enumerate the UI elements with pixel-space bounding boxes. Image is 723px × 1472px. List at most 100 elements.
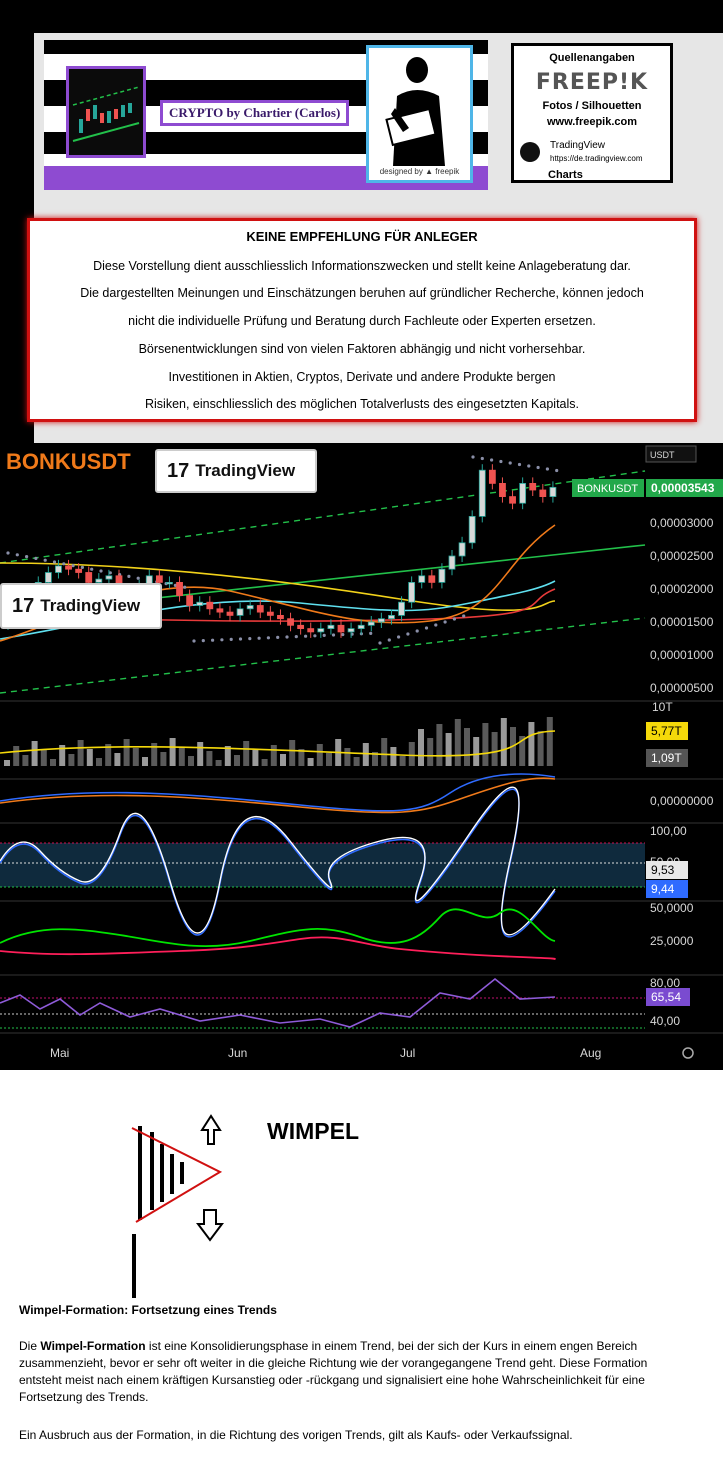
- disclaimer-line: Diese Vorstellung dient ausschliesslich …: [93, 259, 631, 273]
- volume-bar: [344, 748, 351, 766]
- volume-bar: [270, 745, 277, 766]
- businessman-silhouette: designed by ▲ freepik: [366, 45, 473, 183]
- sar-dot: [462, 614, 466, 618]
- sar-dot: [369, 631, 373, 635]
- disclaimer-line: Die dargestellten Meinungen und Einschät…: [80, 286, 644, 300]
- volume-bar: [50, 759, 56, 766]
- candle: [277, 614, 284, 620]
- sar-dot: [211, 638, 215, 642]
- volume-bar: [151, 743, 158, 766]
- volume-bar: [31, 741, 38, 766]
- candle: [549, 486, 557, 498]
- credits-tradingview-url[interactable]: https://de.tradingview.com: [550, 154, 643, 163]
- volume-bar: [399, 756, 406, 766]
- sar-dot: [285, 635, 289, 639]
- credits-fotos: Fotos / Silhouetten: [542, 100, 642, 112]
- stoch-k-line: [0, 786, 556, 936]
- volume-bar: [160, 752, 167, 766]
- macd-line: [0, 773, 556, 812]
- volume-bar: [289, 740, 296, 766]
- candle: [388, 614, 395, 620]
- chart-canvas[interactable]: 0,00003000 0,00002500 0,00002000 0,00001500…: [0, 443, 723, 1070]
- article-paragraph: Ein Ausbruch aus der Formation, in die R…: [19, 1428, 573, 1442]
- sar-dot: [397, 635, 401, 639]
- price-axis-tick: 0,00001000: [650, 648, 714, 662]
- sar-dot: [108, 571, 112, 575]
- rsi-line: [0, 977, 556, 1028]
- candle: [95, 578, 103, 583]
- sar-dot: [276, 635, 280, 639]
- volume-bar: [178, 747, 185, 766]
- mini-chart-graphic: [72, 86, 140, 142]
- sar-dot: [331, 633, 336, 637]
- candle: [105, 575, 113, 580]
- freepik-logo: FREEP!K: [535, 70, 649, 95]
- credits-charts: Charts: [548, 169, 583, 181]
- volume-bar: [77, 740, 84, 766]
- candle: [75, 568, 83, 573]
- macd-signal-line: [0, 777, 556, 814]
- sar-dot: [71, 564, 75, 568]
- candle: [347, 628, 355, 633]
- volume-bar: [408, 742, 415, 766]
- volume-bar: [546, 717, 553, 766]
- candle: [196, 601, 204, 606]
- volume-bar: [234, 755, 240, 766]
- sar-dot: [15, 553, 19, 557]
- candle: [186, 595, 194, 606]
- ma-yellow-line: [0, 562, 556, 612]
- volume-bar: [105, 744, 112, 766]
- volume-bar: [280, 754, 286, 766]
- candle: [65, 565, 72, 570]
- volume-bar: [427, 738, 434, 766]
- tradingview-logo-icon: 17: [12, 594, 35, 617]
- sar-dot: [80, 565, 84, 569]
- banner-title: CRYPTO by Chartier (Carlos): [160, 100, 350, 126]
- candle: [206, 601, 214, 610]
- businessman-icon: [385, 57, 445, 166]
- volume-badge: [646, 749, 688, 767]
- pennant-diagram: [131, 1114, 224, 1298]
- volume-bar: [123, 739, 130, 766]
- candle: [327, 624, 335, 630]
- candle: [246, 605, 254, 610]
- volume-ma-label: 5,77T: [651, 724, 682, 738]
- volume-bar: [215, 760, 222, 766]
- price-value-label: 0,00003543: [651, 481, 715, 495]
- candle: [438, 568, 446, 583]
- credits-freepik-url[interactable]: www.freepik.com: [546, 116, 638, 128]
- candle: [529, 483, 537, 491]
- article-heading: Wimpel-Formation: Fortsetzung eines Tren…: [19, 1303, 277, 1317]
- candle: [428, 575, 436, 583]
- volume-bar: [298, 749, 305, 766]
- volume-bar: [454, 719, 461, 766]
- sar-dot: [220, 638, 224, 642]
- candle: [55, 565, 62, 573]
- volume-bar: [528, 722, 535, 766]
- candle: [408, 581, 416, 603]
- credits-title: Quellenangaben: [549, 52, 635, 64]
- down-arrow-icon: [196, 1209, 224, 1242]
- stoch-d-badge: [646, 880, 688, 898]
- disclaimer-line: Investitionen in Aktien, Cryptos, Deriva…: [168, 370, 556, 384]
- rsi-axis-tick: 80,00: [650, 976, 680, 990]
- trading-chart[interactable]: 0,00003000 0,00002500 0,00002000 0,00001500…: [0, 443, 723, 1070]
- volume-bar: [390, 747, 397, 766]
- credits-box: Quellenangaben FREEP!K Fotos / Silhouett…: [511, 43, 673, 183]
- volume-bar: [482, 723, 489, 766]
- candle: [418, 575, 426, 583]
- sar-dot: [443, 620, 447, 624]
- sar-dot: [517, 462, 522, 467]
- disclaimer-line: Börsenentwicklungen sind von vielen Fakt…: [138, 342, 586, 356]
- candle: [307, 628, 315, 633]
- candle: [357, 624, 365, 630]
- dmi-minus-line: [0, 936, 556, 960]
- sar-dot: [90, 567, 94, 571]
- candle: [468, 516, 476, 544]
- volume-bar: [372, 752, 378, 766]
- sar-dot: [480, 456, 484, 461]
- candle: [166, 581, 173, 585]
- sar-dot: [238, 637, 243, 641]
- price-axis-tick: 0,00003000: [650, 516, 714, 530]
- candle: [509, 496, 516, 504]
